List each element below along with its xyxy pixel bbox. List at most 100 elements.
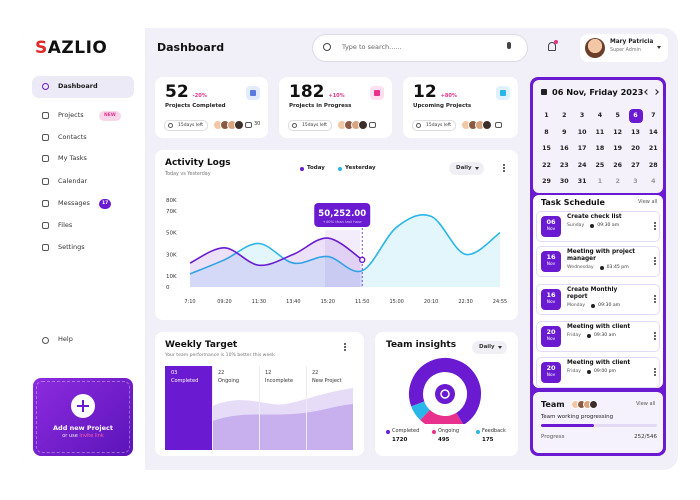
team-view-all[interactable]: View all bbox=[636, 401, 656, 407]
calendar-day[interactable]: 24 bbox=[577, 161, 587, 169]
task-title: Create check list bbox=[567, 214, 622, 220]
weekly-column-divider bbox=[212, 366, 213, 450]
more-dot[interactable] bbox=[344, 343, 346, 345]
comment-count: 30 bbox=[254, 121, 261, 127]
more-dot[interactable] bbox=[654, 225, 656, 227]
filter-dropdown[interactable]: Daily bbox=[472, 341, 507, 354]
more-dot[interactable] bbox=[654, 257, 656, 259]
more-dot[interactable] bbox=[654, 338, 656, 340]
more-dot[interactable] bbox=[654, 222, 656, 224]
calendar-day[interactable]: 1 bbox=[544, 112, 549, 119]
calendar-day[interactable]: 11 bbox=[595, 128, 605, 136]
calendar-day[interactable]: 28 bbox=[648, 161, 658, 169]
calendar-day[interactable]: 4 bbox=[597, 112, 603, 119]
nav-label[interactable]: Settings bbox=[58, 243, 85, 251]
calendar-day[interactable]: 21 bbox=[648, 145, 658, 152]
task-month: Nov bbox=[546, 262, 556, 267]
filter-dropdown[interactable]: Daily bbox=[449, 162, 484, 175]
nav-label[interactable]: Calendar bbox=[58, 177, 88, 185]
calendar-day[interactable]: 16 bbox=[559, 145, 569, 152]
more-dot[interactable] bbox=[654, 260, 656, 262]
nav-icon bbox=[42, 112, 49, 119]
insights-title: Team insights bbox=[386, 340, 457, 350]
more-dot[interactable] bbox=[344, 349, 346, 351]
calendar-day[interactable]: 13 bbox=[631, 128, 640, 136]
search-box[interactable] bbox=[312, 34, 528, 62]
calendar-day[interactable]: 26 bbox=[613, 161, 623, 169]
calendar-day[interactable]: 10 bbox=[577, 128, 587, 136]
brand-logo: SAZLIO bbox=[35, 38, 108, 58]
more-dot[interactable] bbox=[654, 332, 656, 334]
task-text: Meeting with project manager Wednesday 03:… bbox=[567, 249, 637, 270]
donut-segment bbox=[411, 401, 431, 421]
x-tick-label: 15:00 bbox=[389, 299, 403, 305]
more-dot[interactable] bbox=[503, 167, 505, 169]
nav-label[interactable]: Dashboard bbox=[58, 82, 98, 90]
more-dot[interactable] bbox=[654, 335, 656, 337]
more-dot[interactable] bbox=[654, 374, 656, 376]
tasks-view-all[interactable]: View all bbox=[638, 199, 658, 205]
stat-value: 12 bbox=[413, 82, 437, 102]
calendar-day[interactable]: 2 bbox=[615, 178, 620, 185]
more-dot[interactable] bbox=[654, 228, 656, 230]
nav-label[interactable]: My Tasks bbox=[58, 154, 87, 162]
more-dot[interactable] bbox=[654, 301, 656, 303]
task-title: Create Monthly report bbox=[567, 287, 618, 300]
y-tick-label: 50K bbox=[166, 231, 177, 237]
calendar-day[interactable]: 31 bbox=[577, 178, 587, 185]
y-tick-label: 80K bbox=[166, 198, 177, 204]
activity-chart: 0 10K 30K 50K 70K 80K 7:10 09:20 11:30 13:40 15:20… bbox=[166, 198, 507, 305]
stat-change: +80% bbox=[440, 93, 457, 99]
calendar-day[interactable]: 1 bbox=[597, 178, 603, 185]
calendar-day[interactable]: 6 bbox=[633, 112, 638, 119]
more-dot[interactable] bbox=[654, 298, 656, 300]
nav-label[interactable]: Help bbox=[58, 335, 73, 343]
more-dot[interactable] bbox=[654, 371, 656, 373]
calendar-day[interactable]: 5 bbox=[615, 112, 620, 119]
nav-label[interactable]: Projects bbox=[58, 111, 84, 119]
calendar-day[interactable]: 29 bbox=[542, 178, 551, 185]
bell-icon[interactable] bbox=[548, 42, 556, 51]
more-dot[interactable] bbox=[654, 368, 656, 370]
calendar-day[interactable]: 20 bbox=[631, 145, 640, 152]
calendar-day[interactable]: 4 bbox=[651, 178, 656, 185]
more-dot[interactable] bbox=[654, 263, 656, 265]
nav-label[interactable]: Contacts bbox=[58, 133, 87, 141]
more-dot[interactable] bbox=[654, 295, 656, 297]
calendar-day[interactable]: 27 bbox=[631, 161, 640, 169]
calendar-day[interactable]: 18 bbox=[595, 145, 605, 152]
nav-label[interactable]: Messages bbox=[58, 199, 90, 207]
deadline-pill: 15days left bbox=[164, 120, 209, 131]
more-dot[interactable] bbox=[344, 346, 346, 348]
more-dot[interactable] bbox=[503, 164, 505, 166]
calendar-day[interactable]: 3 bbox=[579, 112, 585, 119]
bell-dot bbox=[554, 40, 558, 44]
weekly-label: Completed bbox=[171, 378, 199, 384]
nav-icon bbox=[42, 337, 49, 344]
calendar-day[interactable]: 23 bbox=[559, 161, 569, 169]
calendar-day[interactable]: 7 bbox=[651, 112, 656, 119]
chart-subtitle: Today vs Yesterday bbox=[165, 172, 211, 177]
calendar-day[interactable]: 22 bbox=[542, 161, 551, 169]
calendar-day[interactable]: 17 bbox=[577, 145, 587, 152]
calendar-day[interactable]: 12 bbox=[613, 128, 623, 136]
calendar-day[interactable]: 9 bbox=[562, 128, 567, 136]
series-line bbox=[189, 214, 501, 275]
calendar-day[interactable]: 14 bbox=[648, 128, 658, 136]
nav-label[interactable]: Files bbox=[58, 221, 73, 229]
calendar-day[interactable]: 19 bbox=[613, 145, 623, 152]
calendar-day[interactable]: 3 bbox=[633, 178, 638, 185]
calendar-day[interactable]: 2 bbox=[562, 112, 567, 119]
task-time: 09:30 am bbox=[598, 303, 621, 308]
user-name: Mary Patricia bbox=[610, 39, 654, 45]
task-clock bbox=[590, 223, 595, 228]
progress-label: Progress bbox=[541, 434, 565, 440]
calendar-day[interactable]: 25 bbox=[595, 161, 605, 169]
calendar-day[interactable]: 15 bbox=[542, 145, 551, 152]
more-dot[interactable] bbox=[503, 170, 505, 172]
calendar-day[interactable]: 30 bbox=[559, 178, 569, 185]
calendar-day[interactable]: 8 bbox=[544, 128, 549, 136]
add-project-sub: or use invite link bbox=[33, 433, 133, 439]
invite-link[interactable]: invite link bbox=[79, 433, 104, 439]
